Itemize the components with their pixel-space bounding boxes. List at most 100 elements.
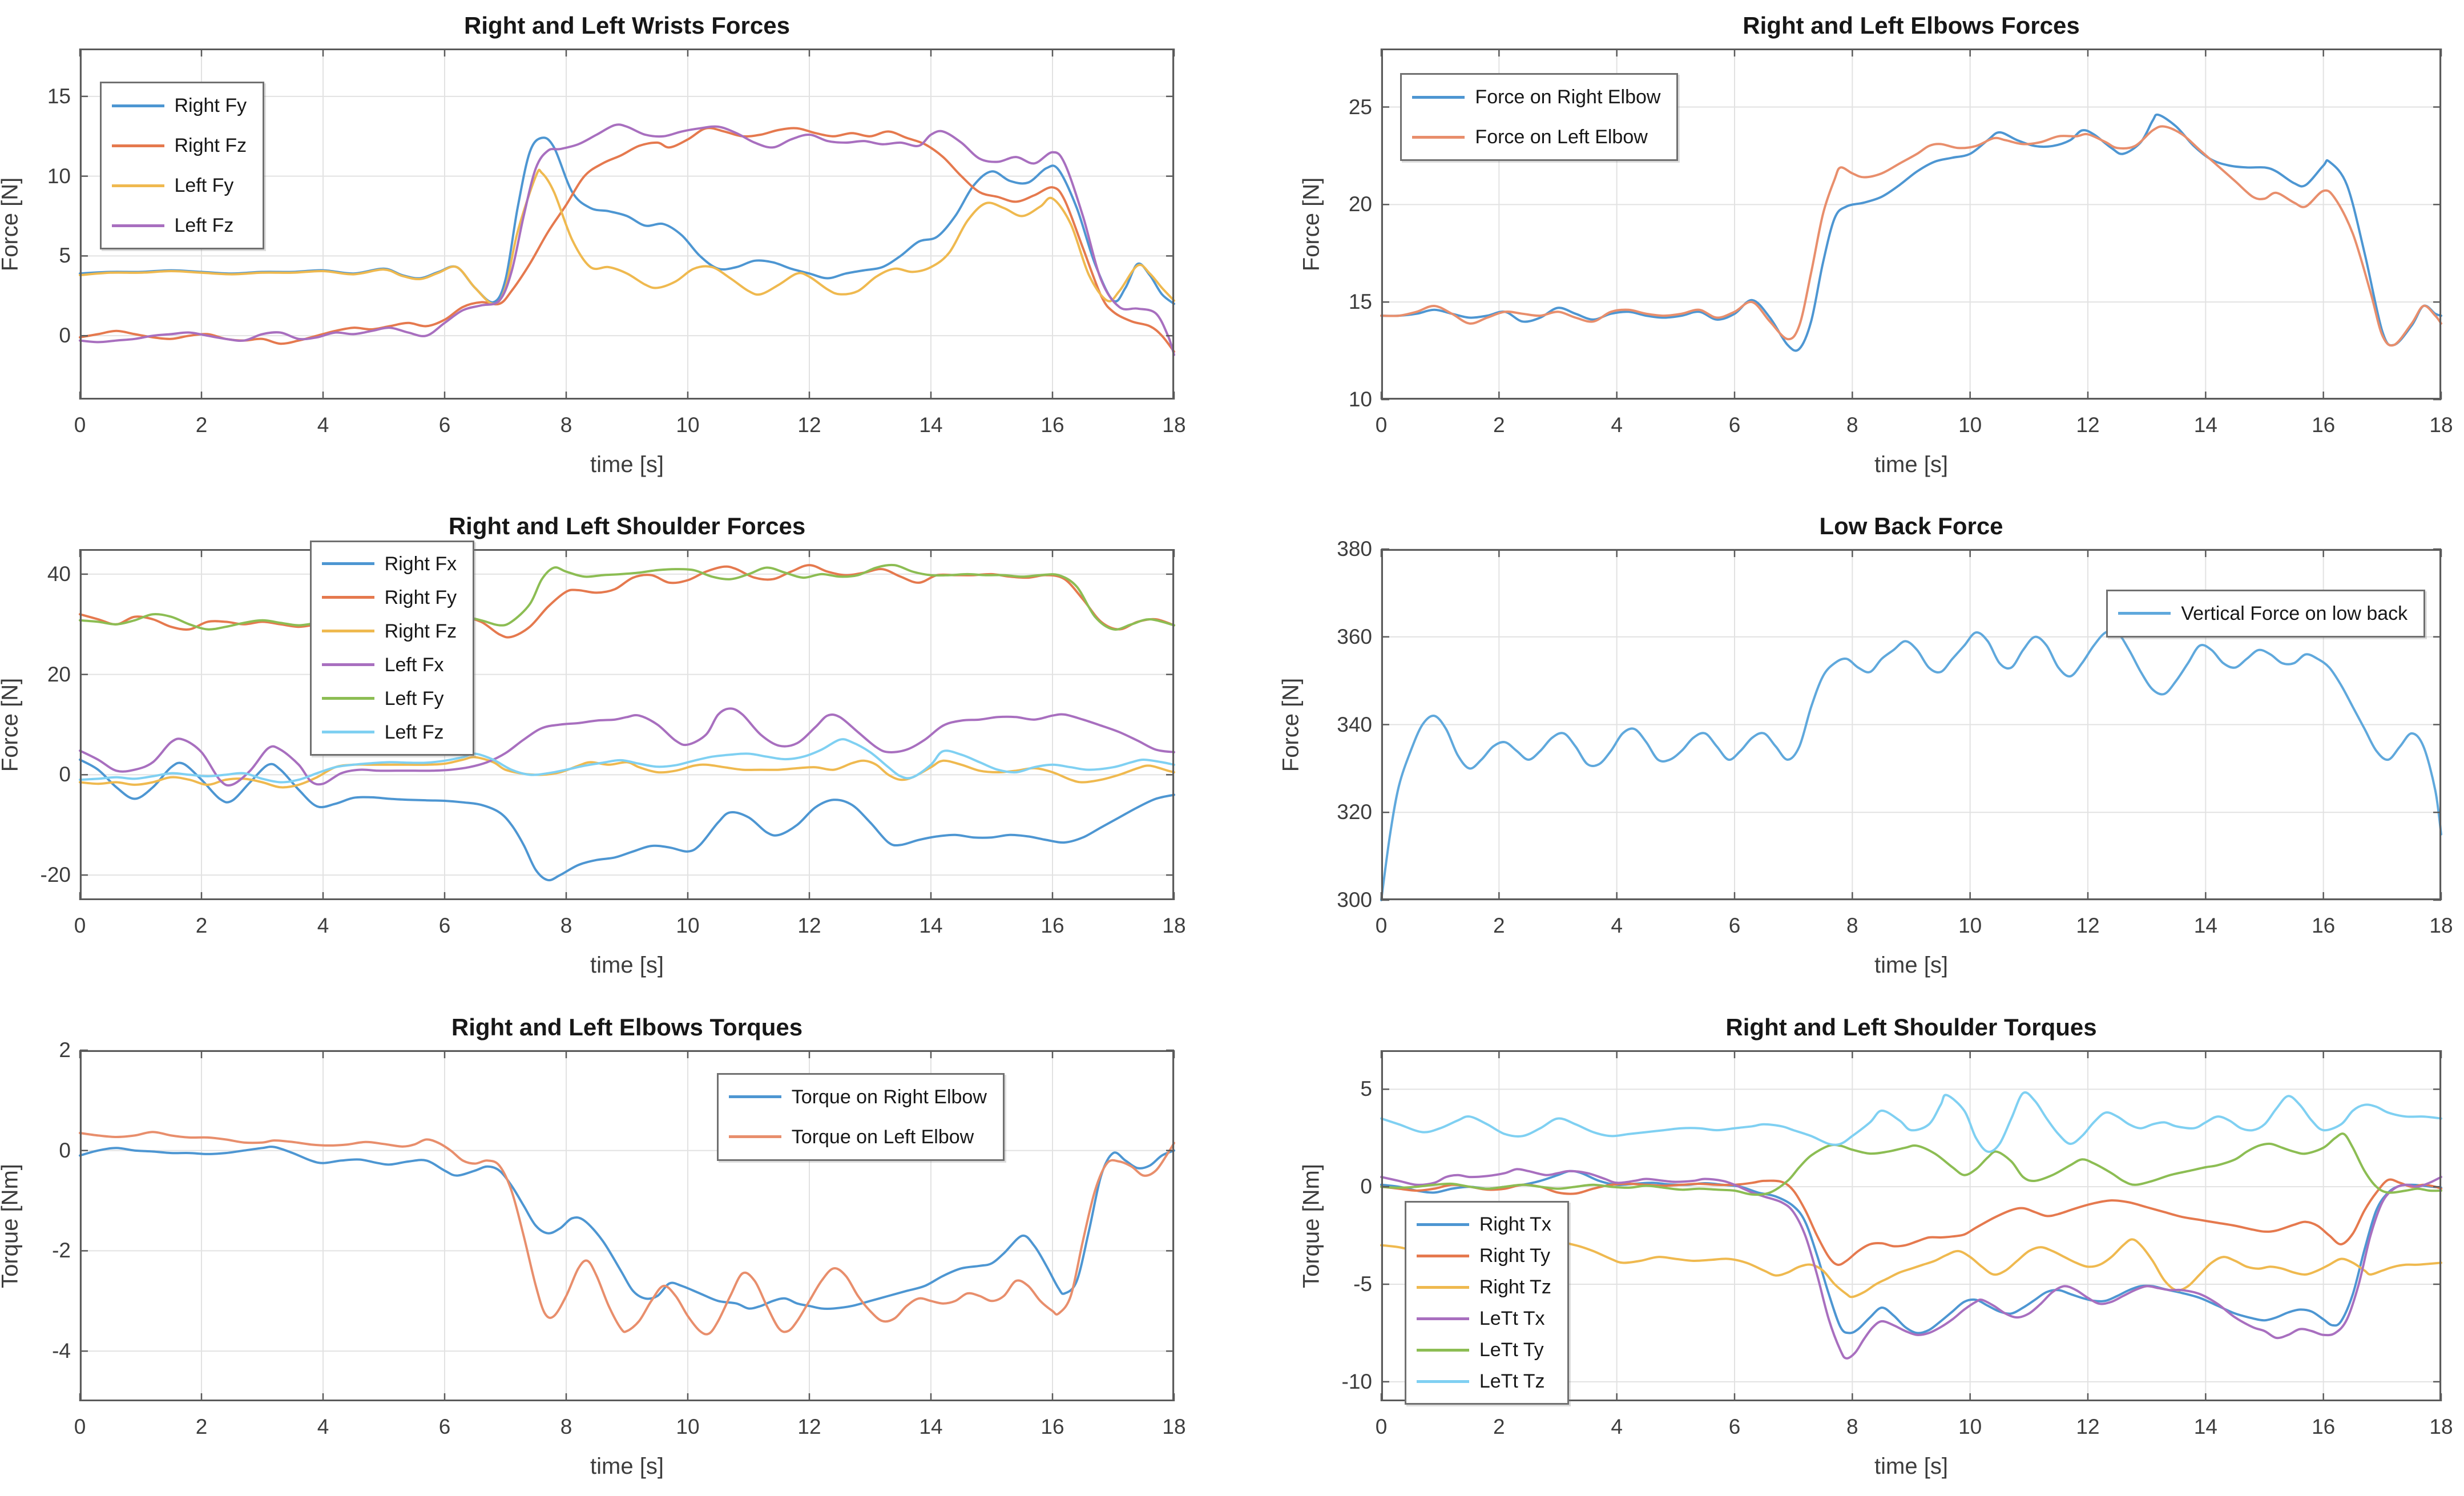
legend-entry: Right Fy (111, 94, 247, 118)
series-force-on-right-elbow (1380, 113, 2442, 352)
y-tick-label: 5 (1360, 1077, 1372, 1101)
axes-svg (79, 49, 1175, 400)
y-axis-label: Force [N] (0, 678, 23, 772)
axes-svg (79, 549, 1175, 900)
x-tick-label: 12 (797, 413, 821, 437)
legend-entry: Left Fz (111, 213, 247, 237)
x-tick-label: 6 (1728, 1415, 1741, 1438)
x-tick-label: 10 (676, 914, 700, 937)
legend: Torque on Right Elbow Torque on Left Elbo… (716, 1072, 1005, 1161)
legend: Right Fx Right Fy Right Fz Left Fx Left Fy Le… (309, 540, 475, 756)
legend-entry: Vertical Force on low back (2118, 602, 2407, 626)
axis-border (80, 1050, 1174, 1401)
x-tick-label: 4 (317, 914, 329, 937)
legend-entry: Right Fz (321, 620, 457, 643)
y-tick-label: -5 (1353, 1272, 1372, 1296)
legend-line-sample (111, 104, 164, 107)
y-tick-label: 2 (59, 1038, 71, 1062)
legend-line-sample (321, 663, 374, 667)
shoulder-torques-chart: Right and Left Shoulder Torques Torque [… (1299, 1014, 2453, 1479)
x-tick-label: 10 (676, 413, 700, 437)
y-tick-label: 10 (1348, 388, 1372, 411)
x-tick-label: 2 (1493, 1415, 1505, 1438)
series-left-fz (79, 738, 1175, 784)
legend: Right Tx Right Ty Right Tz LeTt Tx LeTt Ty Le… (1404, 1201, 1569, 1405)
x-tick-label: 0 (74, 1415, 86, 1438)
x-tick-label: 16 (2312, 413, 2336, 437)
legend-label: Torque on Right Elbow (791, 1086, 987, 1108)
x-tick-label: 4 (1611, 1415, 1623, 1438)
x-axis-label: time [s] (590, 1454, 664, 1479)
y-tick-label: 10 (47, 164, 71, 188)
legend: Force on Right Elbow Force on Left Elbow (1400, 73, 1679, 162)
legend-entry: Right Ty (1416, 1244, 1551, 1267)
series-right-tx (1380, 1170, 2442, 1334)
y-tick-label: 0 (59, 1138, 71, 1162)
x-tick-label: 18 (1162, 413, 1186, 437)
series-right-tz (1380, 1238, 2442, 1299)
y-tick-label: -2 (52, 1239, 71, 1263)
series-lett-ty (1380, 1132, 2442, 1196)
plot-area (79, 1049, 1175, 1401)
legend-entry: Torque on Right Elbow (728, 1085, 987, 1109)
series-right-fz (79, 127, 1175, 353)
x-tick-label: 8 (560, 1415, 572, 1438)
y-tick-label: -20 (40, 863, 71, 887)
x-tick-label: 10 (1958, 1415, 1982, 1438)
x-tick-label: 14 (2193, 914, 2217, 937)
y-tick-label: 25 (1348, 95, 1372, 119)
legend-label: Force on Left Elbow (1475, 126, 1648, 148)
legend-label: Right Fy (174, 95, 247, 117)
legend-entry: Right Tx (1416, 1213, 1551, 1236)
x-tick-label: 14 (2193, 1415, 2217, 1438)
legend-entry: Right Fz (111, 134, 247, 158)
series-right-fx (79, 759, 1175, 882)
x-tick-label: 14 (919, 1415, 943, 1438)
wrists-forces-chart: Right and Left Wrists Forces Force [N] t… (0, 12, 1186, 477)
legend-line-sample (321, 697, 374, 700)
legend-line-sample (321, 731, 374, 734)
x-tick-label: 14 (2193, 413, 2217, 437)
axis-border (1381, 549, 2441, 900)
y-tick-label: 40 (47, 562, 71, 586)
x-tick-label: 6 (1728, 413, 1741, 437)
x-tick-label: 6 (438, 914, 451, 937)
y-axis-label: Torque [Nm] (1298, 1163, 1324, 1288)
legend-entry: Right Fy (321, 586, 457, 609)
legend-label: Right Ty (1479, 1245, 1550, 1267)
series-right-ty (1380, 1178, 2442, 1267)
x-tick-label: 2 (1493, 914, 1505, 937)
elbows-torques-chart: Right and Left Elbows Torques Torque [Nm… (0, 1014, 1186, 1479)
legend-label: Left Fx (384, 654, 444, 676)
series-vertical-force-on-low-back (1380, 629, 2442, 901)
legend-entry: Torque on Left Elbow (728, 1125, 987, 1149)
y-axis-label: Torque [Nm] (0, 1163, 23, 1288)
series-lett-tz (1380, 1091, 2442, 1153)
legend-line-sample (1416, 1254, 1469, 1257)
chart-title: Low Back Force (1819, 513, 2003, 539)
legend-label: Right Fz (384, 620, 457, 642)
x-tick-label: 0 (1375, 1415, 1388, 1438)
chart-title: Right and Left Elbows Torques (451, 1014, 803, 1041)
axes-svg (1380, 548, 2442, 901)
x-tick-label: 18 (2429, 413, 2453, 437)
x-tick-label: 0 (1375, 914, 1388, 937)
legend-entry: Left Fy (111, 174, 247, 197)
axes-svg (1380, 49, 2442, 401)
chart-title: Right and Left Wrists Forces (464, 12, 790, 39)
x-tick-label: 8 (1846, 413, 1858, 437)
legend-label: Vertical Force on low back (2181, 602, 2408, 624)
legend: Vertical Force on low back (2106, 589, 2426, 638)
y-tick-label: 20 (47, 662, 71, 686)
x-tick-label: 8 (560, 413, 572, 437)
legend-line-sample (1412, 95, 1465, 99)
x-tick-label: 10 (676, 1415, 700, 1438)
legend-entry: Force on Right Elbow (1412, 85, 1660, 109)
y-tick-label: 0 (59, 763, 71, 787)
x-tick-label: 18 (1162, 914, 1186, 937)
chart-title: Right and Left Shoulder Torques (1725, 1014, 2097, 1041)
legend-entry: Left Fx (321, 654, 457, 676)
series-right-fz (79, 756, 1175, 789)
elbows-forces-chart: Right and Left Elbows Forces Force [N] t… (1299, 12, 2453, 477)
